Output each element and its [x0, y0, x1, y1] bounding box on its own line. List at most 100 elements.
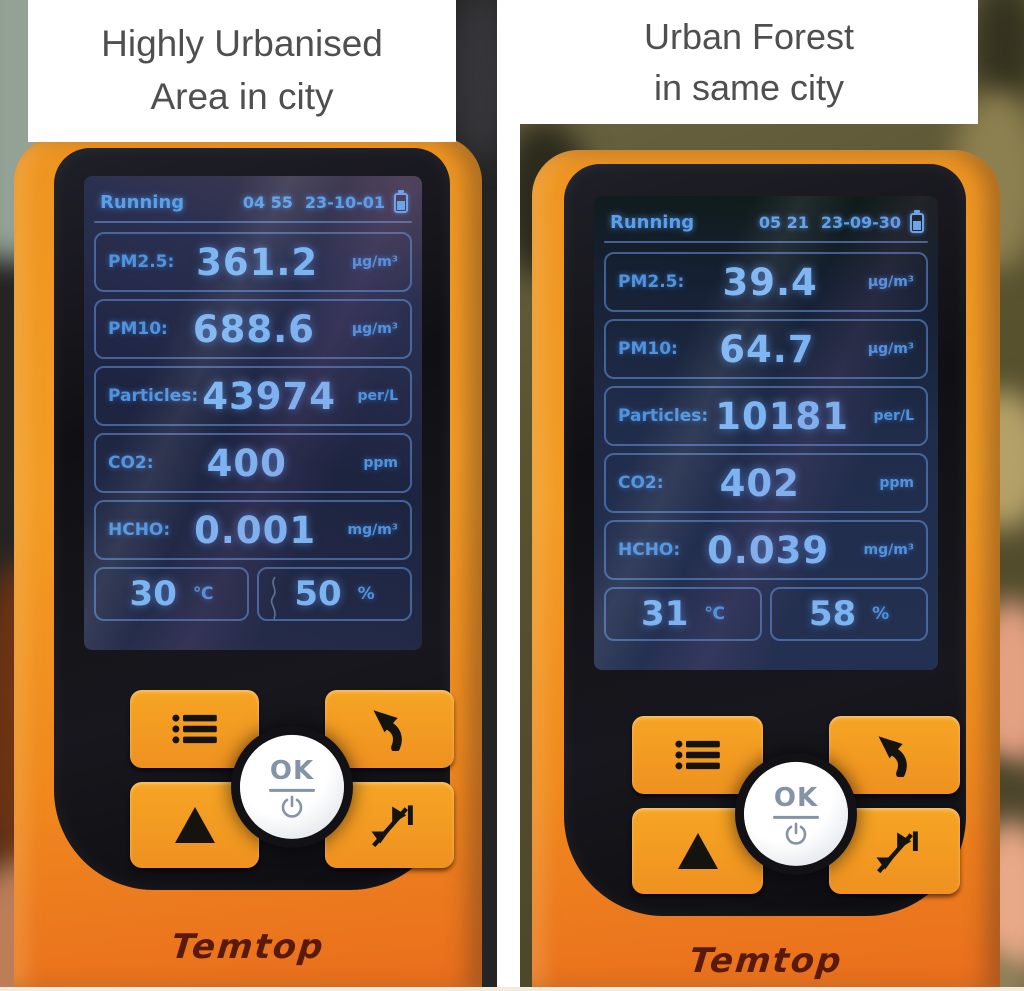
background-shadow-blur [451, 0, 497, 160]
menu-button[interactable] [632, 716, 763, 794]
reading-label: CO2: [618, 473, 664, 493]
down-step-button[interactable] [829, 808, 960, 894]
reading-row-hcho: HCHO: 0.001 mg/m³ [94, 500, 412, 560]
power-icon [281, 795, 303, 818]
button-panel: OK [604, 702, 988, 930]
back-button[interactable] [829, 716, 960, 794]
celsius-unit: ℃ [704, 604, 725, 624]
reading-value: 10181 [715, 394, 849, 438]
back-arrow-icon [878, 736, 907, 777]
air-monitor-device: Running 04 55 23-10-01 PM2.5: 361.2 μg/m… [14, 136, 482, 991]
reading-value: 39.4 [722, 260, 818, 304]
reading-value: 64.7 [719, 327, 815, 371]
percent-unit: % [872, 604, 890, 624]
temperature-box: 30 ℃ [94, 567, 249, 621]
humidity-box: 50 % [257, 567, 412, 621]
time-text: 05 21 [758, 213, 809, 232]
reading-unit: mg/m³ [863, 542, 914, 558]
down-step-icon [371, 805, 413, 848]
screen-header: Running 05 21 23-09-30 [594, 196, 938, 241]
down-step-icon [876, 831, 918, 874]
reading-label: Particles: [108, 386, 199, 406]
caption-left: Highly Urbanised Area in city [28, 0, 456, 142]
battery-icon [394, 189, 408, 213]
up-button[interactable] [130, 782, 259, 868]
humidity-box: 58 % [770, 587, 928, 641]
reading-value: 0.001 [194, 508, 317, 552]
caption-line: Area in city [150, 76, 334, 117]
menu-button[interactable] [130, 690, 259, 768]
caption-line: in same city [653, 67, 845, 108]
reading-label: PM10: [108, 319, 168, 339]
reading-unit: μg/m³ [351, 254, 398, 270]
header-divider [94, 221, 412, 223]
up-button[interactable] [632, 808, 763, 894]
screen-crack [270, 576, 276, 620]
reading-row-particles: Particles: 43974 per/L [94, 366, 412, 426]
back-button[interactable] [325, 690, 454, 768]
reading-value: 0.039 [707, 528, 830, 572]
up-arrow-icon [677, 833, 718, 869]
ok-label: OK [269, 755, 315, 786]
caption-right: Urban Forest in same city [520, 0, 978, 124]
temperature-value: 30 [129, 574, 177, 614]
caption-line: Urban Forest [643, 15, 855, 57]
humidity-value: 58 [808, 594, 857, 634]
ok-power-button[interactable]: OK [240, 734, 344, 839]
reading-value: 688.6 [192, 307, 315, 351]
brand-logo: Temtop [687, 941, 845, 981]
reading-label: PM2.5: [108, 252, 175, 272]
reading-value: 43974 [202, 374, 336, 418]
reading-row-pm10: PM10: 688.6 μg/m³ [94, 299, 412, 359]
panel-urban-forest: Urban Forest in same city Running 05 21 … [520, 0, 1024, 991]
device-bezel: Running 04 55 23-10-01 PM2.5: 361.2 μg/m… [54, 148, 454, 890]
reading-unit: per/L [873, 408, 914, 424]
reading-unit: μg/m³ [867, 274, 914, 290]
percent-unit: % [357, 584, 375, 604]
ok-power-button[interactable]: OK [744, 761, 848, 866]
power-icon [785, 822, 807, 845]
ok-divider [269, 788, 315, 792]
reading-row-pm25: PM2.5: 39.4 μg/m³ [604, 252, 928, 312]
back-arrow-icon [373, 710, 402, 751]
humidity-value: 50 [294, 574, 342, 614]
reading-label: CO2: [108, 453, 154, 473]
down-step-button[interactable] [325, 782, 454, 868]
reading-unit: μg/m³ [867, 341, 914, 357]
up-arrow-icon [174, 807, 215, 843]
device-screen: Running 04 55 23-10-01 PM2.5: 361.2 μg/m… [84, 176, 422, 650]
reading-value: 400 [206, 441, 287, 485]
device-screen: Running 05 21 23-09-30 PM2.5: 39.4 μg/m³ [594, 196, 938, 670]
reading-unit: ppm [363, 455, 398, 471]
brand-logo: Temtop [169, 927, 327, 967]
reading-row-particles: Particles: 10181 per/L [604, 386, 928, 446]
readings-list: PM2.5: 39.4 μg/m³ PM10: 64.7 μg/m³ Parti… [594, 243, 938, 580]
reading-row-pm10: PM10: 64.7 μg/m³ [604, 319, 928, 379]
readings-list: PM2.5: 361.2 μg/m³ PM10: 688.6 μg/m³ Par… [84, 223, 422, 560]
air-monitor-device: Running 05 21 23-09-30 PM2.5: 39.4 μg/m³ [532, 150, 1000, 991]
reading-label: PM2.5: [618, 272, 685, 292]
reading-label: HCHO: [108, 520, 171, 540]
reading-value: 361.2 [196, 240, 319, 284]
date-text: 23-09-30 [820, 213, 901, 232]
temp-humidity-row: 31 ℃ 58 % [594, 580, 938, 641]
screen-header: Running 04 55 23-10-01 [84, 176, 422, 221]
battery-icon [910, 209, 924, 233]
photo-divider [497, 0, 520, 991]
header-divider [604, 241, 928, 243]
temperature-box: 31 ℃ [604, 587, 762, 641]
reading-unit: per/L [357, 388, 398, 404]
reading-value: 402 [719, 461, 800, 505]
reading-label: HCHO: [618, 540, 681, 560]
reading-unit: μg/m³ [351, 321, 398, 337]
temp-humidity-row: 30 ℃ 50 % [84, 560, 422, 621]
panel-urban-area: Highly Urbanised Area in city Running 04… [0, 0, 497, 991]
reading-row-co2: CO2: 402 ppm [604, 453, 928, 513]
reading-row-pm25: PM2.5: 361.2 μg/m³ [94, 232, 412, 292]
status-text: Running [610, 212, 695, 233]
reading-label: PM10: [618, 339, 678, 359]
reading-row-hcho: HCHO: 0.039 mg/m³ [604, 520, 928, 580]
time-text: 04 55 [242, 193, 293, 212]
caption-line: Highly Urbanised [101, 23, 383, 65]
celsius-unit: ℃ [192, 584, 214, 604]
